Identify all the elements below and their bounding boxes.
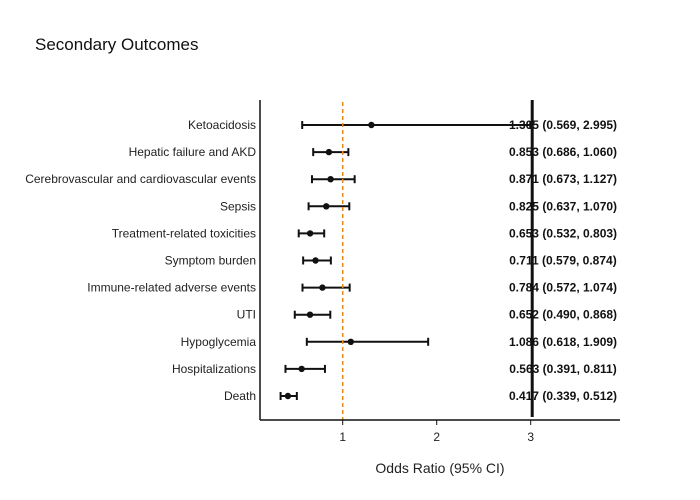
- forest-row: Immune-related adverse events 0.784 (0.57…: [87, 281, 617, 295]
- point-estimate: [319, 284, 326, 291]
- point-estimate: [368, 121, 375, 129]
- x-axis-label: Odds Ratio (95% CI): [375, 460, 504, 476]
- point-estimate: [284, 392, 292, 400]
- forest-row: Hepatic failure and AKD 0.853 (0.686, 1.0…: [129, 145, 617, 159]
- estimate-label: 0.853 (0.686, 1.060): [509, 145, 617, 159]
- estimate-label: 0.652 (0.490, 0.868): [509, 308, 617, 322]
- estimate-label: 0.784 (0.572, 1.074): [509, 281, 617, 295]
- row-label: Sepsis: [220, 199, 256, 213]
- point-estimate: [347, 338, 354, 345]
- axis-layer: 1 2 3: [259, 100, 620, 444]
- forest-row: Death 0.417 (0.339, 0.512): [224, 389, 617, 403]
- forest-row: Cerebrovascular and cardiovascular event…: [25, 172, 617, 186]
- row-label: Death: [224, 389, 256, 403]
- point-estimate: [325, 148, 333, 156]
- estimate-label: 0.563 (0.391, 0.811): [509, 362, 616, 376]
- forest-row: Symptom burden 0.711 (0.579, 0.874): [165, 254, 617, 268]
- row-label: Hypoglycemia: [181, 335, 257, 349]
- forest-row: Treatment-related toxicities 0.653 (0.532…: [112, 226, 617, 240]
- forest-row: Sepsis 0.825 (0.637, 1.070): [220, 199, 617, 213]
- row-label: Hepatic failure and AKD: [129, 145, 257, 159]
- row-label: UTI: [237, 308, 256, 322]
- point-estimate: [323, 203, 330, 210]
- row-label: Treatment-related toxicities: [112, 226, 256, 240]
- estimate-label: 1.086 (0.618, 1.909): [509, 335, 617, 349]
- point-estimate: [306, 230, 314, 237]
- row-label: Hospitalizations: [172, 362, 256, 376]
- point-estimate: [327, 176, 334, 183]
- row-label: Cerebrovascular and cardiovascular event…: [25, 172, 256, 186]
- row-label: Symptom burden: [165, 254, 256, 268]
- estimate-label: 0.871 (0.673, 1.127): [509, 172, 617, 186]
- forest-row: Hypoglycemia 1.086 (0.618, 1.909): [181, 335, 617, 349]
- estimate-label: 0.711 (0.579, 0.874): [509, 254, 616, 268]
- point-estimate: [306, 311, 314, 318]
- x-tick-label: 3: [527, 430, 534, 444]
- point-estimate: [298, 365, 305, 373]
- point-estimate: [312, 257, 319, 264]
- estimate-label: 0.653 (0.532, 0.803): [509, 226, 617, 240]
- rows-layer: Ketoacidosis 1.305 (0.569, 2.995) Hepatic …: [25, 118, 617, 403]
- forest-row: Ketoacidosis 1.305 (0.569, 2.995): [188, 118, 617, 132]
- forest-row: Hospitalizations 0.563 (0.391, 0.811): [172, 362, 617, 376]
- x-tick-label: 1: [339, 430, 346, 444]
- chart-title: Secondary Outcomes: [35, 35, 198, 54]
- estimate-label: 0.417 (0.339, 0.512): [509, 389, 617, 403]
- estimate-label: 0.825 (0.637, 1.070): [509, 199, 617, 213]
- row-label: Immune-related adverse events: [87, 281, 256, 295]
- row-label: Ketoacidosis: [188, 118, 256, 132]
- x-tick-label: 2: [433, 430, 440, 444]
- forest-row: UTI 0.652 (0.490, 0.868): [237, 308, 617, 322]
- estimate-label: 1.305 (0.569, 2.995): [509, 118, 617, 132]
